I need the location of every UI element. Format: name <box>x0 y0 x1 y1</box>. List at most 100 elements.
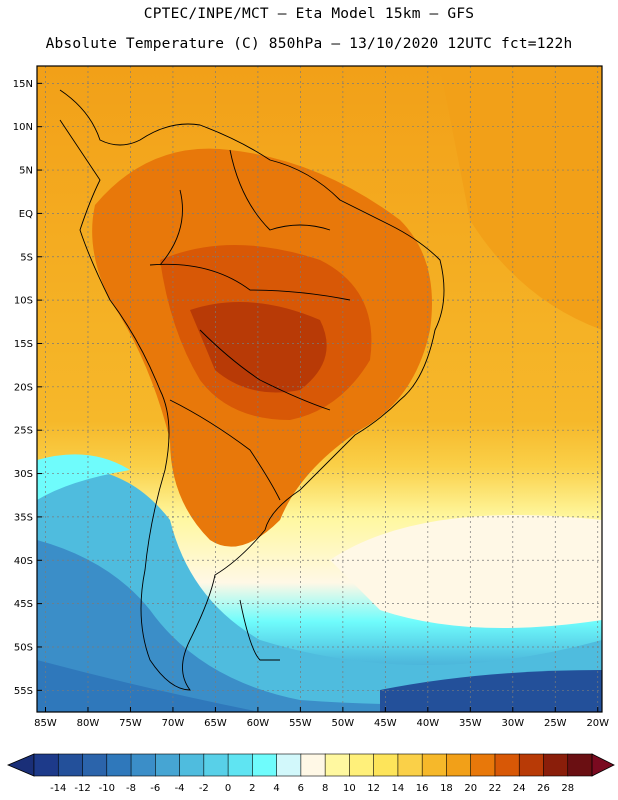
colorbar-label: 14 <box>392 783 405 794</box>
lat-label: 10N <box>13 122 33 133</box>
pale-zone <box>330 515 602 628</box>
colorbar-swatch <box>227 753 253 777</box>
cool-band <box>37 454 130 500</box>
lat-label: 35S <box>14 512 33 523</box>
colorbar-label: 12 <box>367 783 380 794</box>
colorbar-swatch <box>33 753 59 777</box>
colorbar-swatch <box>421 753 448 777</box>
colorbar-label: 22 <box>489 783 502 794</box>
falklands-outline <box>239 599 280 661</box>
colorbar-swatch <box>179 753 205 777</box>
colorbar-swatch <box>57 753 84 777</box>
colorbar-swatch <box>397 753 423 777</box>
colorbar-label: 8 <box>322 783 328 794</box>
lon-label: 60W <box>247 718 270 729</box>
temperature-field <box>37 66 602 712</box>
colorbar-swatch <box>252 753 278 777</box>
colorbar-swatch <box>82 753 108 777</box>
colorbar-swatch <box>155 753 181 777</box>
lat-label: 55S <box>14 686 33 697</box>
lon-label: 70W <box>162 718 185 729</box>
colorbar-min-arrow <box>6 753 35 777</box>
border-4 <box>229 149 331 231</box>
colorbar-swatch <box>349 753 375 777</box>
title-line-1: CPTEC/INPE/MCT – Eta Model 15km – GFS <box>143 6 475 22</box>
colorbar-swatch <box>130 753 156 777</box>
colorbar-label: 24 <box>513 783 526 794</box>
colorbar-label: -12 <box>74 783 90 794</box>
lon-label: 30W <box>501 718 524 729</box>
warm-atlantic <box>440 66 602 330</box>
lat-label: 30S <box>14 469 33 480</box>
border-5 <box>159 189 183 266</box>
colorbar-swatch <box>470 753 496 777</box>
colorbar-labels: -14 -12 -10 -8 -6 -4 -2 0 2 4 6 8 10 12 14 16 18 20 22 24 26… <box>50 783 574 794</box>
colorbar <box>6 753 615 777</box>
colorbar-swatch <box>106 753 132 777</box>
lon-label: 25W <box>544 718 567 729</box>
lat-label: 5N <box>19 166 33 177</box>
latitude-labels: 15N 10N 5N EQ 5S 10S 15S 20S 25S 30S 35S 40S 45S 50S 5… <box>13 79 42 697</box>
colorbar-swatch <box>324 753 350 777</box>
colorbar-label: 20 <box>464 783 477 794</box>
colorbar-swatch <box>518 753 545 777</box>
lat-label: 15N <box>13 79 33 90</box>
lat-label: 45S <box>14 599 33 610</box>
lon-label: 85W <box>34 718 57 729</box>
colorbar-swatch <box>446 753 472 777</box>
colorbar-label: 10 <box>343 783 356 794</box>
colorbar-label: 16 <box>416 783 429 794</box>
lon-label: 40W <box>417 718 440 729</box>
colorbar-max-arrow <box>591 753 615 777</box>
colorbar-label: -10 <box>99 783 115 794</box>
longitude-labels: 85W 80W 75W 70W 65W 60W 55W 50W 45W 40W 35W 30W 25W 2… <box>34 707 609 729</box>
lon-label: 75W <box>119 718 142 729</box>
south-america-outline <box>59 89 445 691</box>
colorbar-label: 2 <box>249 783 255 794</box>
title-line-2: Absolute Temperature (C) 850hPa – 13/10/… <box>45 36 573 52</box>
lon-label: 80W <box>77 718 100 729</box>
colorbar-swatch <box>567 753 593 777</box>
colorbar-label: 4 <box>273 783 279 794</box>
colorbar-swatch <box>543 753 569 777</box>
lat-label: 50S <box>14 642 33 653</box>
colorbar-label: -4 <box>175 783 185 794</box>
lon-label: 55W <box>289 718 312 729</box>
colder-zone <box>37 540 602 712</box>
colorbar-label: -6 <box>150 783 160 794</box>
border-2 <box>199 329 331 411</box>
lon-label: 45W <box>374 718 397 729</box>
colorbar-swatch <box>373 753 399 777</box>
colorbar-label: 0 <box>225 783 231 794</box>
lat-label: EQ <box>19 209 33 220</box>
lat-label: 25S <box>14 426 33 437</box>
colorbar-swatch <box>494 753 520 777</box>
border-1 <box>149 263 351 301</box>
lon-label: 20W <box>586 718 609 729</box>
border-3 <box>169 399 281 501</box>
coldest-zone <box>37 660 260 712</box>
map-frame <box>36 65 603 713</box>
coldest-zone-east <box>380 670 602 712</box>
colorbar-swatch <box>276 753 302 777</box>
lon-label: 35W <box>459 718 482 729</box>
colorbar-label: -8 <box>126 783 136 794</box>
graticule <box>37 66 602 712</box>
colorbar-label: -14 <box>50 783 66 794</box>
lon-label: 50W <box>332 718 355 729</box>
lon-label: 65W <box>204 718 227 729</box>
coastlines <box>59 89 445 691</box>
lat-label: 15S <box>14 339 33 350</box>
colorbar-label: -2 <box>199 783 209 794</box>
lat-label: 5S <box>20 252 33 263</box>
lat-label: 40S <box>14 556 33 567</box>
colorbar-swatch <box>300 753 326 777</box>
colorbar-label: 6 <box>298 783 304 794</box>
colorbar-label: 26 <box>537 783 550 794</box>
colorbar-label: 28 <box>561 783 574 794</box>
lat-label: 20S <box>14 382 33 393</box>
lat-label: 10S <box>14 296 33 307</box>
hottest-core <box>190 302 327 393</box>
colorbar-label: 18 <box>440 783 453 794</box>
